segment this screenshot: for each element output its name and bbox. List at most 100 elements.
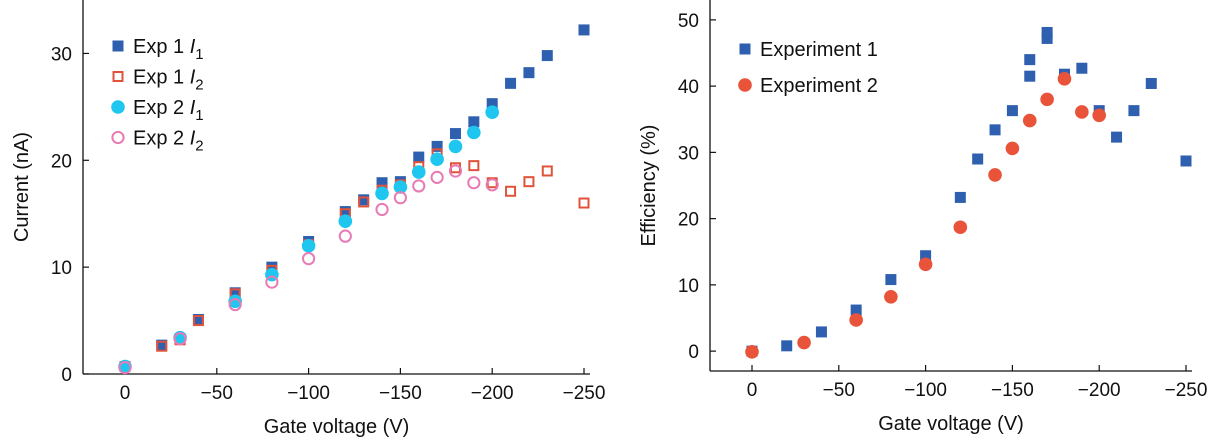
data-point [301,238,316,253]
data-point [1041,32,1053,44]
data-point [393,180,408,194]
y-tick-label: 20 [51,151,72,172]
x-tick-label: −100 [904,380,947,401]
legend: Exp 1 I1 Exp 1 I2 Exp 2 I1 Exp 2 I2 [111,36,204,155]
data-point [1022,113,1037,128]
y-tick-label: 40 [678,77,699,98]
x-tick-label: −50 [823,380,855,401]
series-1 [745,72,1106,359]
data-point [413,151,425,163]
data-point [229,287,241,299]
x-tick-label: 0 [747,380,758,401]
data-point [467,176,481,190]
y-tick-label: 50 [678,11,699,32]
data-point [339,206,351,218]
data-point [192,314,204,326]
y-tick-label: 10 [678,276,699,297]
data-point [1075,105,1089,119]
data-point [578,24,590,36]
current-chart: 0 10 20 30 0 −50 −100 −150 −200 −250 Gate voltage … [11,0,605,438]
data-point [302,251,316,266]
data-point [192,315,204,327]
legend-marker [112,71,124,82]
data-point [411,165,426,179]
data-point [1180,155,1192,167]
data-point [485,178,499,192]
x-tick-label: 0 [120,383,131,404]
data-point [505,77,517,89]
data-point [1006,105,1018,117]
data-point [228,297,242,312]
data-point [1076,62,1088,74]
data-point [850,304,862,316]
data-point [989,124,1001,136]
data-point [431,140,443,152]
data-point [375,186,389,201]
x-tick-label: −100 [287,383,330,404]
data-point [849,313,863,327]
data-point [156,340,168,352]
data-point [885,274,897,286]
data-point [448,139,463,154]
data-point [485,105,500,119]
y-axis-label: Current (nA) [11,132,33,242]
data-point [265,275,279,289]
data-point [797,335,811,350]
legend-label: Experiment 2 [760,75,878,97]
data-point [953,220,968,235]
data-point [173,332,187,346]
y-tick-label: 20 [678,210,699,231]
y-tick-label: 0 [61,365,72,386]
legend-label: Exp 2 I2 [133,128,204,155]
legend-label: Experiment 1 [760,39,878,61]
series-3 [118,164,499,375]
data-point [918,257,933,272]
data-point [988,168,1002,182]
efficiency-chart: 0 10 20 30 40 50 0 −50 −100 −150 −200 −250 Gate volt… [638,0,1207,435]
data-point [815,326,827,338]
y-tick-label: 30 [678,143,699,164]
data-point [393,191,407,205]
data-point [412,179,426,193]
x-tick-label: −250 [1165,380,1208,401]
data-point [430,170,444,184]
data-point [156,339,168,351]
legend-marker [111,100,125,114]
data-point [781,340,793,352]
x-tick-label: −50 [201,383,233,404]
data-point [1040,92,1054,107]
data-point [1145,77,1157,89]
y-tick-label: 30 [51,44,72,65]
data-point [118,360,132,375]
data-point [338,229,352,243]
x-tick-label: −200 [471,383,514,404]
data-point [972,153,984,165]
data-point [358,196,370,208]
data-point [448,164,463,178]
legend-label: Exp 2 I1 [133,97,204,124]
data-point [468,116,480,128]
data-point [523,176,535,188]
series-1 [119,148,590,373]
data-point [1092,108,1106,123]
legend-marker [739,43,751,55]
data-point [376,177,388,189]
legend: Experiment 1 Experiment 2 [738,39,878,97]
data-point [578,197,590,209]
legend-label: Exp 1 I1 [133,36,204,63]
x-tick-label: −150 [379,383,422,404]
data-point [338,214,353,228]
legend-marker [111,130,125,145]
data-point [375,202,389,217]
y-axis-label: Efficiency (%) [638,125,660,247]
x-axis-label: Gate voltage (V) [878,413,1024,435]
data-point [505,185,517,197]
data-point [1057,72,1072,86]
data-point [266,261,278,273]
data-point [1024,70,1036,82]
data-point [449,128,461,140]
x-tick-label: −200 [1078,380,1121,401]
data-point [1111,131,1123,143]
x-tick-label: −150 [991,380,1034,401]
